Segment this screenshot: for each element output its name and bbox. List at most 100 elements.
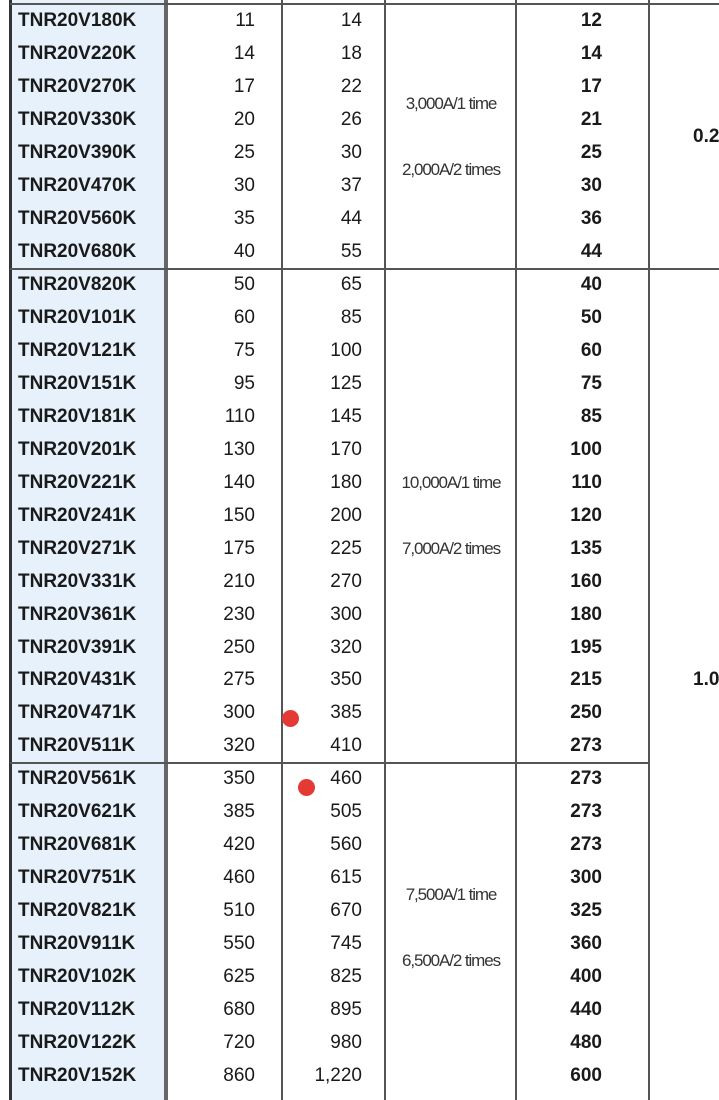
part-number: TNR20V270K (18, 76, 137, 98)
value-cell: 100 (330, 339, 362, 361)
value-cell: 120 (570, 504, 602, 526)
value-cell: 100 (570, 438, 602, 460)
value-cell: 680 (223, 998, 255, 1020)
value-cell: 11 (235, 10, 255, 32)
value-cell: 14 (580, 43, 602, 65)
value-cell: 85 (580, 405, 602, 427)
part-number: TNR20V151K (18, 372, 137, 394)
surge-current: 7,000A/2 times (402, 538, 501, 558)
value-cell: 14 (340, 10, 362, 32)
column-line (648, 0, 650, 1100)
value-cell: 22 (340, 76, 362, 98)
value-cell: 230 (223, 603, 255, 625)
value-cell: 180 (330, 471, 362, 493)
part-number: TNR20V122K (18, 1031, 137, 1053)
part-number: TNR20V220K (18, 43, 137, 65)
value-cell: 30 (340, 142, 362, 164)
part-number: TNR20V330K (18, 109, 137, 131)
energy-cell: 1.0 (693, 669, 719, 691)
part-number: TNR20V241K (18, 504, 137, 526)
value-cell: 160 (570, 570, 602, 592)
value-cell: 510 (223, 900, 255, 922)
value-cell: 270 (330, 570, 362, 592)
value-cell: 30 (580, 175, 602, 197)
value-cell: 110 (571, 471, 602, 493)
value-cell: 720 (223, 1031, 255, 1053)
part-number: TNR20V561K (18, 768, 137, 790)
value-cell: 250 (223, 636, 255, 658)
value-cell: 320 (330, 636, 362, 658)
value-cell: 360 (570, 933, 602, 955)
value-cell: 670 (330, 900, 362, 922)
value-cell: 600 (570, 1064, 602, 1086)
value-cell: 250 (570, 702, 602, 724)
value-cell: 460 (223, 867, 255, 889)
value-cell: 980 (330, 1031, 362, 1053)
value-cell: 60 (233, 307, 255, 329)
value-cell: 40 (580, 274, 602, 296)
value-cell: 12 (580, 10, 602, 32)
value-cell: 195 (570, 636, 602, 658)
value-cell: 30 (233, 175, 255, 197)
value-cell: 1,220 (314, 1064, 362, 1086)
part-number: TNR20V102K (18, 966, 137, 988)
value-cell: 273 (570, 834, 602, 856)
part-number: TNR20V152K (18, 1064, 137, 1086)
value-cell: 180 (570, 603, 602, 625)
value-cell: 130 (223, 438, 255, 460)
value-cell: 410 (330, 735, 362, 757)
part-number: TNR20V821K (18, 900, 137, 922)
value-cell: 300 (570, 867, 602, 889)
value-cell: 95 (233, 372, 255, 394)
part-number: TNR20V331K (18, 570, 137, 592)
part-number: TNR20V121K (18, 339, 137, 361)
value-cell: 215 (570, 669, 602, 691)
surge-current: 2,000A/2 times (402, 159, 501, 179)
value-cell: 85 (340, 307, 362, 329)
part-number: TNR20V271K (18, 537, 137, 559)
part-number: TNR20V391K (18, 636, 137, 658)
value-cell: 21 (580, 109, 602, 131)
value-cell: 36 (580, 208, 602, 230)
value-cell: 560 (330, 834, 362, 856)
surge-current: 7,500A/1 time (405, 884, 498, 904)
value-cell: 275 (223, 669, 255, 691)
value-cell: 480 (570, 1031, 602, 1053)
value-cell: 400 (570, 966, 602, 988)
value-cell: 26 (340, 109, 362, 131)
part-number: TNR20V471K (18, 702, 137, 724)
value-cell: 17 (580, 76, 602, 98)
value-cell: 350 (330, 669, 362, 691)
value-cell: 825 (330, 966, 362, 988)
part-number: TNR20V201K (18, 438, 137, 460)
part-number: TNR20V680K (18, 241, 137, 263)
value-cell: 300 (330, 603, 362, 625)
value-cell: 17 (233, 76, 255, 98)
value-cell: 25 (233, 142, 255, 164)
value-cell: 25 (580, 142, 602, 164)
value-cell: 385 (330, 702, 362, 724)
value-cell: 550 (223, 933, 255, 955)
row-line (10, 3, 719, 5)
value-cell: 505 (330, 801, 362, 823)
energy-cell: 0.2 (693, 125, 719, 147)
value-cell: 895 (330, 998, 362, 1020)
value-cell: 125 (330, 372, 362, 394)
value-cell: 40 (233, 241, 255, 263)
value-cell: 60 (580, 339, 602, 361)
red-dot (282, 710, 299, 727)
value-cell: 420 (223, 834, 255, 856)
value-cell: 860 (223, 1064, 255, 1086)
value-cell: 65 (340, 274, 362, 296)
value-cell: 320 (223, 735, 255, 757)
part-number: TNR20V181K (18, 405, 137, 427)
value-cell: 273 (570, 735, 602, 757)
part-number: TNR20V390K (18, 142, 137, 164)
value-cell: 350 (223, 768, 255, 790)
value-cell: 225 (330, 537, 362, 559)
part-number: TNR20V431K (18, 669, 137, 691)
value-cell: 75 (580, 372, 602, 394)
value-cell: 44 (340, 208, 362, 230)
column-line (164, 0, 168, 1100)
